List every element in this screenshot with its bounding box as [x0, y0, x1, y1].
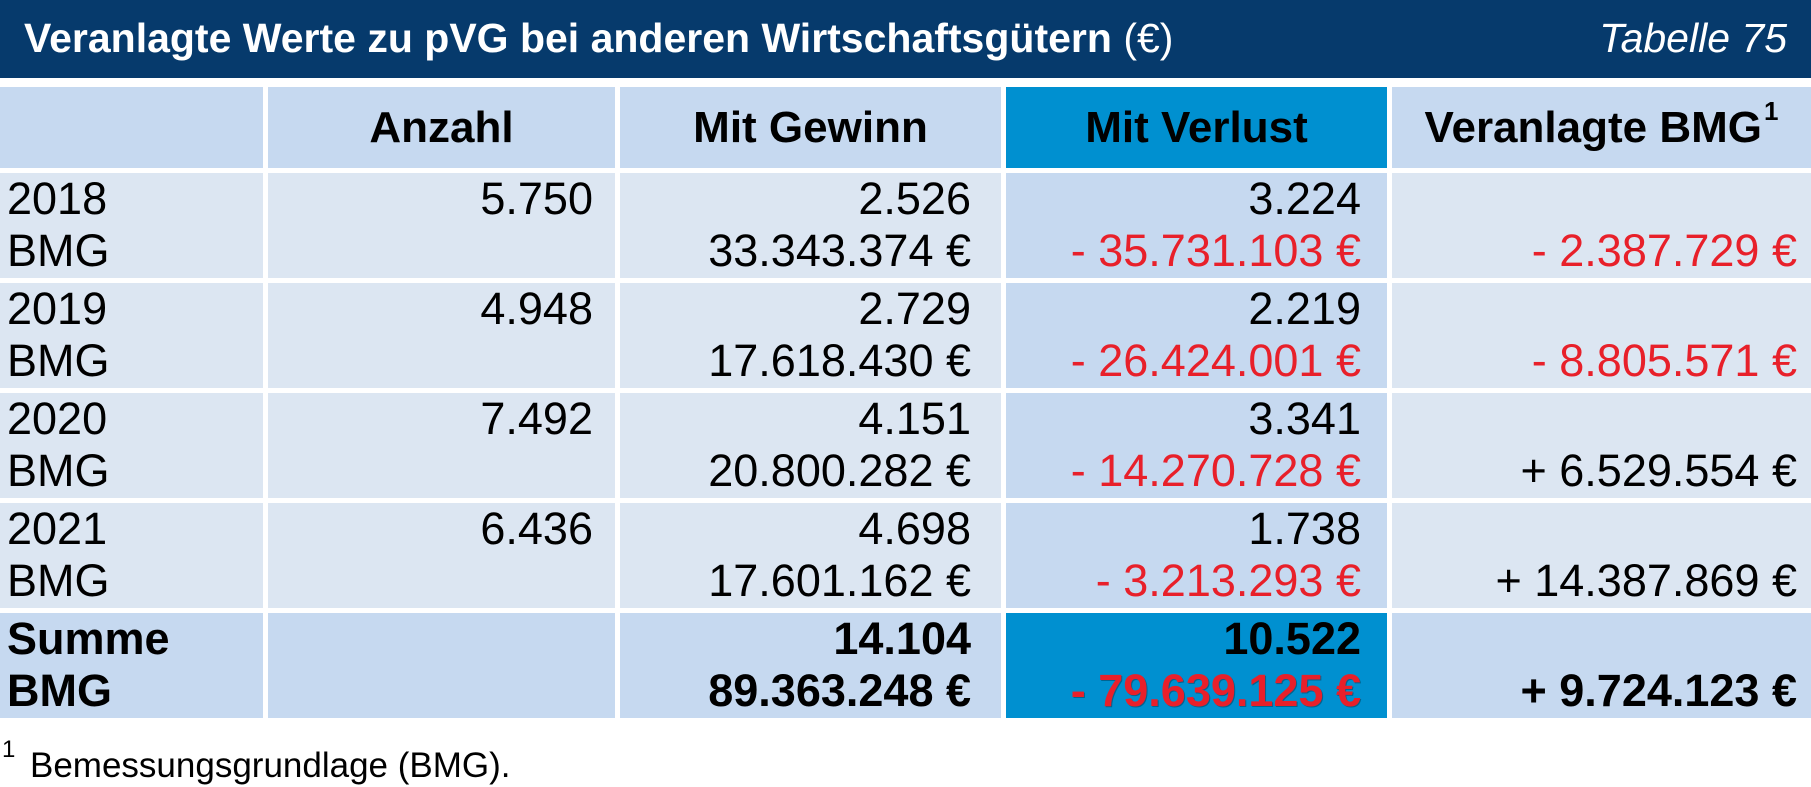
- anzahl-value: 4.948: [480, 283, 593, 334]
- page-title: Veranlagte Werte zu pVG bei anderen Wirt…: [24, 0, 1173, 76]
- header-footnote-marker: 1: [1763, 96, 1779, 126]
- row-2019-veranlagte-bmg-cell: - 8.805.571 €: [1392, 283, 1811, 388]
- header-veranlagte-bmg: Veranlagte BMG 1: [1392, 87, 1811, 168]
- page-title-unit: (€): [1123, 15, 1174, 61]
- row-2020-verlust-cell: 3.341 - 14.270.728 €: [1006, 393, 1387, 498]
- row-2020-gewinn-cell: 4.151 20.800.282 €: [620, 393, 1001, 498]
- gewinn-count: 2.526: [858, 173, 971, 224]
- anzahl-value: 5.750: [480, 173, 593, 224]
- verlust-count: 1.738: [1248, 503, 1361, 554]
- gewinn-count: 4.698: [858, 503, 971, 554]
- verlust-count: 2.219: [1248, 283, 1361, 334]
- row-year: 2019: [7, 283, 108, 334]
- header-anzahl: Anzahl: [268, 87, 615, 168]
- verlust-bmg: - 3.213.293 €: [1095, 555, 1361, 606]
- row-2018-veranlagte-bmg-cell: - 2.387.729 €: [1392, 173, 1811, 278]
- gewinn-bmg: 17.601.162 €: [708, 555, 971, 606]
- data-table: Anzahl Mit Gewinn Mit Verlust Veranlagte…: [0, 87, 1811, 718]
- gewinn-bmg: 20.800.282 €: [708, 445, 971, 496]
- total-label: Summe: [7, 613, 170, 664]
- row-2018-label-cell: 2018 BMG: [0, 173, 263, 278]
- verlust-bmg: - 14.270.728 €: [1070, 445, 1361, 496]
- row-sub-label: BMG: [7, 225, 110, 276]
- row-2020-label-cell: 2020 BMG: [0, 393, 263, 498]
- total-anzahl-cell: [268, 613, 615, 718]
- row-year: 2018: [7, 173, 108, 224]
- total-gewinn-count: 14.104: [833, 613, 971, 664]
- header-empty-cell: [0, 87, 263, 168]
- row-sub-label: BMG: [7, 445, 110, 496]
- header-veranlagte-bmg-label: Veranlagte BMG: [1424, 102, 1762, 152]
- row-2018-verlust-cell: 3.224 - 35.731.103 €: [1006, 173, 1387, 278]
- header-mit-verlust: Mit Verlust: [1006, 87, 1387, 168]
- row-2020-anzahl-cell: 7.492: [268, 393, 615, 498]
- row-2021-gewinn-cell: 4.698 17.601.162 €: [620, 503, 1001, 608]
- row-2019-verlust-cell: 2.219 - 26.424.001 €: [1006, 283, 1387, 388]
- verlust-count: 3.224: [1248, 173, 1361, 224]
- row-2021-anzahl-cell: 6.436: [268, 503, 615, 608]
- total-label-cell: Summe BMG: [0, 613, 263, 718]
- footnote-text: Bemessungsgrundlage (BMG).: [30, 746, 511, 785]
- total-sub-label: BMG: [7, 665, 112, 716]
- row-2019-label-cell: 2019 BMG: [0, 283, 263, 388]
- row-2020-veranlagte-bmg-cell: + 6.529.554 €: [1392, 393, 1811, 498]
- row-2018-gewinn-cell: 2.526 33.343.374 €: [620, 173, 1001, 278]
- row-sub-label: BMG: [7, 335, 110, 386]
- anzahl-value: 6.436: [480, 503, 593, 554]
- verlust-bmg: - 35.731.103 €: [1070, 225, 1361, 276]
- gewinn-bmg: 17.618.430 €: [708, 335, 971, 386]
- total-verlust-cell: 10.522 - 79.639.125 €: [1006, 613, 1387, 718]
- row-year: 2020: [7, 393, 108, 444]
- total-veranlagte-bmg-value: + 9.724.123 €: [1520, 665, 1797, 716]
- footnote-marker: 1: [2, 736, 16, 763]
- anzahl-value: 7.492: [480, 393, 593, 444]
- veranlagte-bmg-value: + 14.387.869 €: [1495, 555, 1797, 606]
- row-year: 2021: [7, 503, 108, 554]
- veranlagte-bmg-value: - 8.805.571 €: [1531, 335, 1797, 386]
- total-veranlagte-bmg-cell: + 9.724.123 €: [1392, 613, 1811, 718]
- row-2019-gewinn-cell: 2.729 17.618.430 €: [620, 283, 1001, 388]
- total-verlust-bmg: - 79.639.125 €: [1070, 665, 1361, 716]
- row-2021-label-cell: 2021 BMG: [0, 503, 263, 608]
- footnote: 1 Bemessungsgrundlage (BMG).: [0, 738, 900, 786]
- row-2021-verlust-cell: 1.738 - 3.213.293 €: [1006, 503, 1387, 608]
- row-sub-label: BMG: [7, 555, 110, 606]
- row-2018-anzahl-cell: 5.750: [268, 173, 615, 278]
- gewinn-count: 2.729: [858, 283, 971, 334]
- row-2019-anzahl-cell: 4.948: [268, 283, 615, 388]
- gewinn-count: 4.151: [858, 393, 971, 444]
- table-number-label: Tabelle 75: [1599, 15, 1787, 61]
- row-2021-veranlagte-bmg-cell: + 14.387.869 €: [1392, 503, 1811, 608]
- veranlagte-bmg-value: + 6.529.554 €: [1520, 445, 1797, 496]
- title-bar: Veranlagte Werte zu pVG bei anderen Wirt…: [0, 0, 1811, 78]
- header-mit-gewinn: Mit Gewinn: [620, 87, 1001, 168]
- total-gewinn-cell: 14.104 89.363.248 €: [620, 613, 1001, 718]
- total-gewinn-bmg: 89.363.248 €: [708, 665, 971, 716]
- page-title-text: Veranlagte Werte zu pVG bei anderen Wirt…: [24, 15, 1112, 61]
- gewinn-bmg: 33.343.374 €: [708, 225, 971, 276]
- verlust-count: 3.341: [1248, 393, 1361, 444]
- veranlagte-bmg-value: - 2.387.729 €: [1531, 225, 1797, 276]
- verlust-bmg: - 26.424.001 €: [1070, 335, 1361, 386]
- total-verlust-count: 10.522: [1223, 613, 1361, 664]
